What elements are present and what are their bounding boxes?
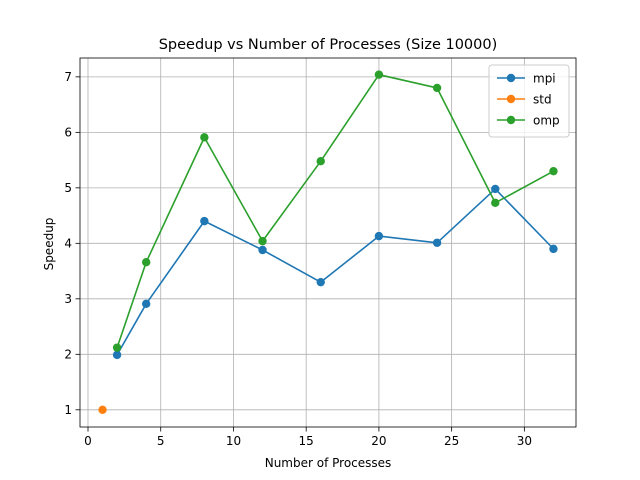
data-point-omp [112, 343, 122, 352]
y-tick-label: 6 [64, 125, 72, 139]
x-tick-label: 5 [157, 434, 165, 448]
legend-marker-omp [506, 115, 516, 125]
x-tick-label: 0 [84, 434, 92, 448]
data-point-omp [316, 157, 325, 166]
legend: mpi std omp [488, 64, 570, 138]
legend-label-mpi: mpi [533, 72, 556, 86]
data-point-omp [258, 236, 267, 246]
y-tick-label: 3 [64, 292, 72, 306]
y-tick-label: 5 [64, 181, 72, 195]
y-tick-label: 4 [64, 236, 72, 250]
data-point-mpi [491, 184, 500, 194]
plot-frame [79, 57, 577, 428]
y-tick-label: 7 [64, 70, 72, 84]
x-tick-label: 25 [444, 434, 459, 448]
legend-label-std: std [533, 93, 552, 107]
data-point-mpi [141, 299, 151, 309]
data-point-omp [491, 198, 500, 208]
x-tick-label: 15 [299, 434, 314, 448]
x-tick-label: 10 [226, 434, 241, 448]
series-mpi [112, 184, 558, 360]
y-tick-label: 1 [64, 403, 72, 417]
y-axis-label: Speedup [42, 218, 56, 271]
data-point-omp [374, 70, 384, 79]
series-omp [112, 70, 558, 352]
data-point-mpi [112, 350, 122, 360]
x-axis-label: Number of Processes [265, 456, 392, 470]
x-tick-label: 20 [371, 434, 386, 448]
data-point-omp [141, 257, 151, 267]
data-point-std [98, 405, 107, 414]
data-point-mpi [258, 245, 267, 255]
legend-marker-mpi [506, 73, 516, 83]
y-tick-label: 2 [64, 347, 72, 361]
legend-label-omp: omp [533, 114, 560, 128]
grid-lines [80, 58, 576, 427]
x-tick-label: 30 [517, 434, 532, 448]
data-point-mpi [316, 277, 325, 287]
series-std [98, 405, 107, 414]
chart-title: Speedup vs Number of Processes (Size 100… [159, 37, 498, 53]
data-point-mpi [432, 238, 442, 247]
legend-marker-std [506, 94, 516, 104]
data-point-omp [200, 133, 209, 142]
data-point-mpi [374, 231, 384, 241]
series-layer [98, 70, 558, 414]
data-point-mpi [549, 244, 558, 254]
data-point-omp [432, 83, 442, 93]
axis-ticks: 0 5 10 15 20 25 30 1 2 3 4 5 6 7 [64, 70, 532, 448]
data-point-mpi [200, 216, 209, 226]
data-point-omp [549, 166, 558, 176]
